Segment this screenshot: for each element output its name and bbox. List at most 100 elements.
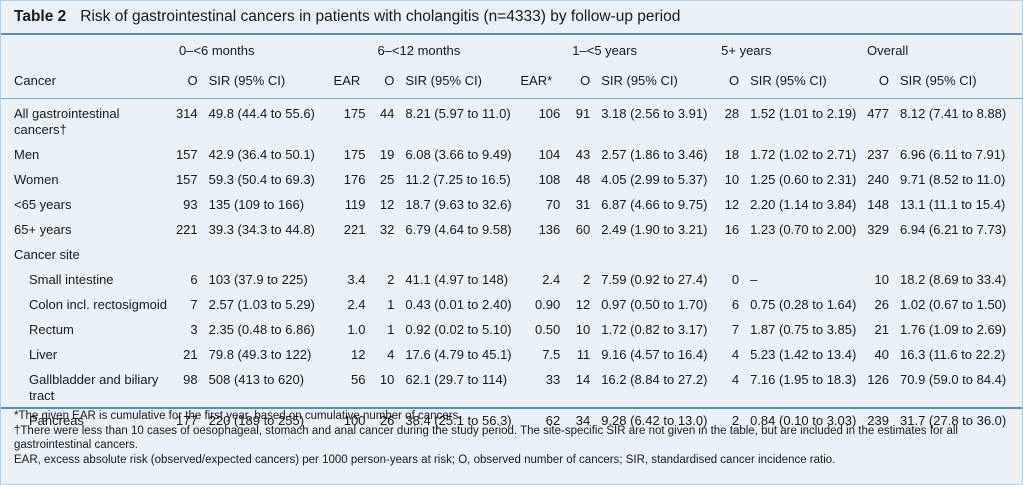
table-cell: 477 xyxy=(867,106,889,121)
table-cell xyxy=(371,244,397,269)
table-cell: 108 xyxy=(538,172,561,187)
table-cell: 11 xyxy=(576,347,591,362)
table-cell: 98 xyxy=(183,372,198,387)
table-cell: 10 xyxy=(575,322,591,337)
table-cell: 41.1 (4.97 to 148) xyxy=(405,272,509,287)
table-cell: 10 xyxy=(379,372,395,387)
table-cell: 17.6 (4.79 to 45.1) xyxy=(405,347,512,362)
row-label-line: Small intestine xyxy=(29,272,114,287)
table-cell: 148 xyxy=(867,197,889,212)
table-cell: 2.57 (1.86 to 3.46) xyxy=(601,147,708,162)
table-cell: 3.18 (2.56 to 3.91) xyxy=(601,106,708,121)
table-cell: 2 xyxy=(582,272,591,287)
table-row: Rectum 3 2.35 (0.48 to 6.86) 1.0 1 0.92 (0.02… xyxy=(1,319,1022,344)
table-cell: 6.08 (3.66 to 9.49) xyxy=(405,147,512,162)
table-cell: 56 xyxy=(350,372,366,387)
bottom-rule xyxy=(1,407,1022,409)
col-o: O xyxy=(384,72,395,88)
table-cell: 240 xyxy=(867,172,889,187)
group-5-plus-years: 5+ years xyxy=(721,42,772,58)
table-cell xyxy=(397,244,514,269)
col-sir: SIR (95% CI) xyxy=(405,72,482,88)
footnote-ear: *The given EAR is cumulative for the fir… xyxy=(14,410,462,422)
table-cell: 48 xyxy=(575,172,591,187)
table-cell: 0.97 (0.50 to 1.70) xyxy=(601,297,708,312)
table-title: Table 2 Risk of gastrointestinal cancers… xyxy=(1,1,1022,33)
table-cell: 12 xyxy=(575,297,591,312)
table-cell: 62.1 (29.7 to 114) xyxy=(405,372,508,387)
row-label-line: Women xyxy=(14,172,59,187)
table-cell: 1.25 (0.60 to 2.31) xyxy=(750,172,857,187)
table-cell: 1.72 (1.02 to 2.71) xyxy=(750,147,857,162)
table-row: All gastrointestinal cancers† 314 49.8 (44.… xyxy=(1,103,1022,144)
table-cell: 93 xyxy=(183,197,198,212)
table-cell: 70.9 (59.0 to 84.4) xyxy=(900,372,1007,387)
table-cell: 4 xyxy=(387,347,395,362)
table-cell: 508 (413 to 620) xyxy=(208,372,305,387)
table-cell: 10 xyxy=(724,172,740,187)
table-cell: 157 xyxy=(175,147,198,162)
table-cell: 1 xyxy=(387,297,395,312)
row-label: Women xyxy=(1,169,176,194)
table-cell: 0.75 (0.28 to 1.64) xyxy=(750,297,857,312)
table-cell: 0 xyxy=(731,272,740,287)
table-cell: 0.50 xyxy=(534,322,561,337)
table-cell: 31.7 (27.8 to 36.0) xyxy=(900,413,1007,428)
row-label-line: Liver xyxy=(29,347,58,362)
row-label-line: 65+ years xyxy=(14,222,72,237)
table-cell: 136 xyxy=(538,222,561,237)
row-label-line: cancers† xyxy=(14,122,67,137)
col-ear-star: EAR* xyxy=(520,72,553,88)
table-cell: 8.12 (7.41 to 8.88) xyxy=(900,106,1007,121)
table-cell: – xyxy=(750,272,758,287)
table-cell: 6.96 (6.11 to 7.91) xyxy=(900,147,1006,162)
row-label: Small intestine xyxy=(1,269,176,294)
table-number: Table 2 xyxy=(14,8,67,25)
col-sir: SIR (95% CI) xyxy=(208,72,286,88)
table-cell: 135 (109 to 166) xyxy=(208,197,305,212)
table-cell: 19 xyxy=(379,147,395,162)
table-cell: 16.3 (11.6 to 22.2) xyxy=(900,347,1006,362)
table-cell: 220 (189 to 255) xyxy=(208,413,305,428)
table-row: Cancer site xyxy=(1,244,1022,269)
table-row: Women 157 59.3 (50.4 to 69.3) 176 25 11.2 (7.… xyxy=(1,169,1022,194)
table-cell: 3.4 xyxy=(347,272,366,287)
table-cell: 119 xyxy=(344,197,366,212)
table-cell: 60 xyxy=(575,222,591,237)
row-label-line: Rectum xyxy=(29,322,74,337)
table-cell: 79.8 (49.3 to 122) xyxy=(208,347,312,362)
table-cell: 0.90 xyxy=(534,297,561,312)
row-label-line: Cancer site xyxy=(14,247,80,262)
table-cell: 6.94 (6.21 to 7.73) xyxy=(900,222,1007,237)
table-cell: 103 (37.9 to 225) xyxy=(208,272,308,287)
table-cell: 1 xyxy=(387,322,395,337)
group-0-6-months: 0–<6 months xyxy=(178,42,255,58)
group-overall: Overall xyxy=(867,42,909,58)
column-header-row: Cancer O SIR (95% CI) EAR O SIR (95% CI)… xyxy=(1,65,1022,95)
table-cell: 6.87 (4.66 to 9.75) xyxy=(601,197,708,212)
row-label: Rectum xyxy=(1,319,176,344)
table-cell xyxy=(176,244,201,269)
table-cell: 11.2 (7.25 to 16.5) xyxy=(405,172,511,187)
table-cell xyxy=(566,244,593,269)
table-cell xyxy=(715,244,742,269)
table-cell: 18 xyxy=(724,147,740,162)
table-cell: 2 xyxy=(387,272,395,287)
col-o: O xyxy=(728,72,740,88)
table-cell: 0.92 (0.02 to 5.10) xyxy=(405,322,512,337)
footnotes: *The given EAR is cumulative for the fir… xyxy=(14,409,1010,467)
table-row: <65 years 93 135 (109 to 166) 119 12 18.7 (9.… xyxy=(1,194,1022,219)
row-label-line: Men xyxy=(14,147,40,162)
table-cell: 32 xyxy=(379,222,395,237)
table-cell: 7.5 xyxy=(542,347,561,362)
table-row: 65+ years 221 39.3 (34.3 to 44.8) 221 32 6.79… xyxy=(1,219,1022,244)
table-cell: 18.2 (8.69 to 33.4) xyxy=(900,272,1007,287)
table-cell xyxy=(593,244,715,269)
table-cell: 221 xyxy=(343,222,366,237)
table-cell xyxy=(742,244,863,269)
row-label-line: All gastrointestinal xyxy=(14,106,120,121)
table-cell: 8.21 (5.97 to 11.0) xyxy=(405,106,511,121)
table-cell: 26 xyxy=(874,297,889,312)
table-cell: 221 xyxy=(175,222,198,237)
